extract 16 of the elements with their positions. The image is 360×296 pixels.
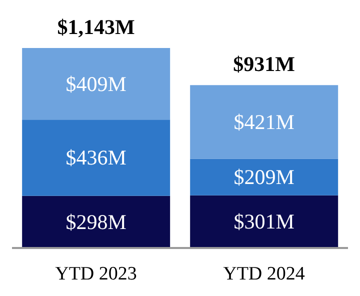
total-label: $931M [233, 52, 296, 76]
x-tick-label: YTD 2023 [55, 263, 137, 284]
bar [190, 158, 338, 196]
bar [22, 196, 170, 248]
total-label: $1,143M [57, 15, 136, 39]
bar [190, 195, 338, 248]
data-label: $436M [66, 146, 127, 170]
data-label: $209M [234, 165, 295, 190]
bar [190, 85, 338, 159]
data-label: $409M [66, 72, 127, 96]
bar [22, 48, 170, 120]
data-label: $298M [66, 210, 127, 234]
bar [22, 120, 170, 196]
x-tick-label: YTD 2024 [223, 263, 306, 284]
data-label: $301M [234, 210, 295, 234]
data-label: $421M [234, 110, 295, 134]
